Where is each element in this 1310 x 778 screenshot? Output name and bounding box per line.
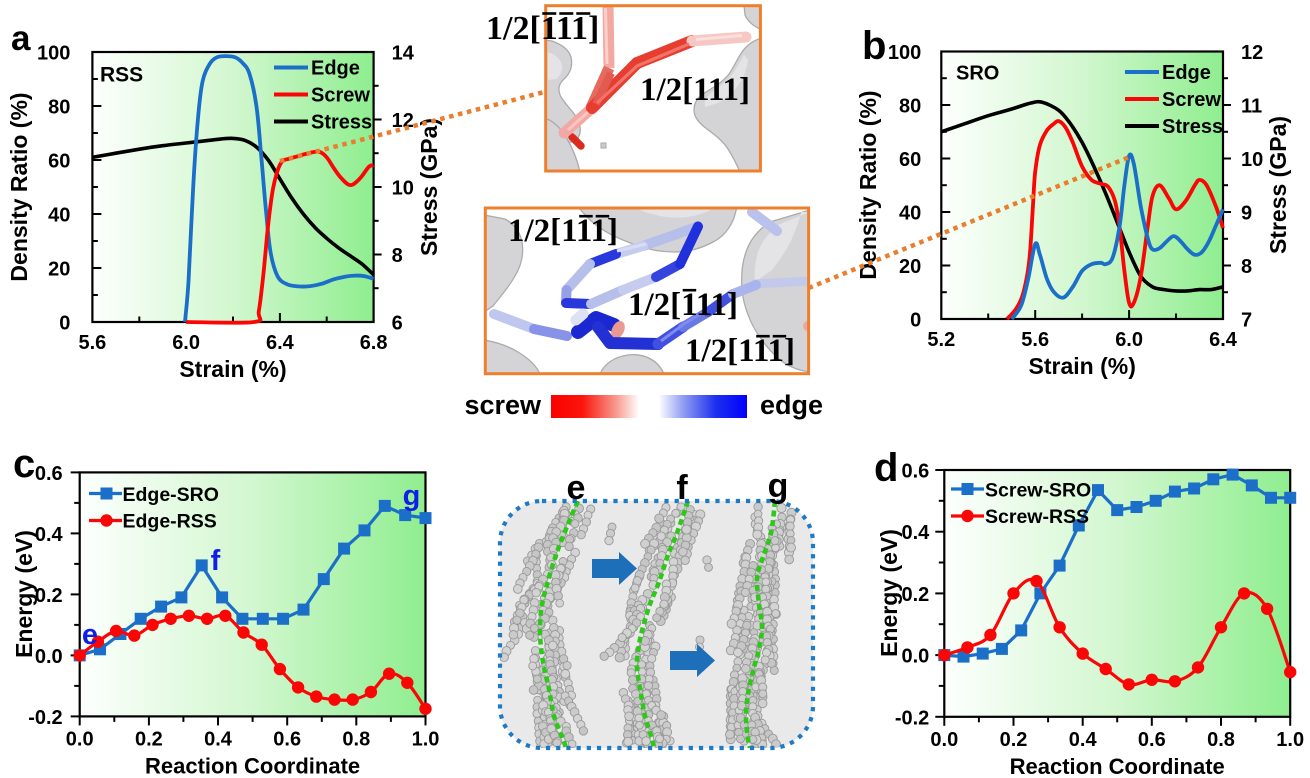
svg-text:a: a bbox=[11, 19, 31, 58]
svg-text:Density Ratio (%): Density Ratio (%) bbox=[6, 92, 32, 281]
svg-text:1/2[111]: 1/2[111] bbox=[486, 10, 599, 47]
svg-text:5.6: 5.6 bbox=[1021, 329, 1049, 351]
svg-text:12: 12 bbox=[392, 110, 414, 132]
svg-text:0.4: 0.4 bbox=[901, 522, 930, 544]
svg-text:0.8: 0.8 bbox=[342, 728, 370, 750]
svg-text:g: g bbox=[403, 480, 421, 512]
svg-text:6.0: 6.0 bbox=[172, 332, 200, 354]
svg-text:1/2[111]: 1/2[111] bbox=[628, 287, 738, 323]
svg-text:1/2[111]: 1/2[111] bbox=[640, 72, 750, 108]
svg-text:7: 7 bbox=[1241, 310, 1252, 332]
svg-text:Stress: Stress bbox=[1162, 116, 1223, 138]
svg-text:6.0: 6.0 bbox=[1115, 329, 1143, 351]
svg-text:8: 8 bbox=[1241, 256, 1252, 278]
svg-text:0.6: 0.6 bbox=[901, 461, 929, 483]
svg-text:8: 8 bbox=[392, 245, 403, 267]
svg-text:d: d bbox=[874, 446, 898, 490]
svg-text:g: g bbox=[768, 467, 789, 505]
svg-text:Stress (GPa): Stress (GPa) bbox=[416, 118, 442, 256]
svg-text:0.6: 0.6 bbox=[35, 463, 63, 485]
svg-text:e: e bbox=[567, 469, 586, 507]
svg-text:Strain (%): Strain (%) bbox=[179, 356, 286, 382]
svg-text:0.0: 0.0 bbox=[901, 646, 929, 668]
svg-text:20: 20 bbox=[899, 256, 921, 278]
svg-text:Strain (%): Strain (%) bbox=[1029, 353, 1136, 379]
svg-text:Screw-SRO: Screw-SRO bbox=[985, 479, 1091, 501]
svg-text:edge: edge bbox=[760, 390, 823, 420]
svg-text:100: 100 bbox=[888, 42, 921, 64]
svg-text:80: 80 bbox=[48, 97, 70, 119]
svg-text:c: c bbox=[13, 442, 35, 486]
svg-text:Screw: Screw bbox=[311, 85, 370, 107]
svg-text:80: 80 bbox=[899, 96, 921, 118]
svg-text:1.0: 1.0 bbox=[1276, 729, 1304, 751]
svg-text:6.8: 6.8 bbox=[360, 332, 388, 354]
svg-text:9: 9 bbox=[1241, 203, 1252, 225]
svg-text:Density Ratio (%): Density Ratio (%) bbox=[855, 90, 881, 279]
svg-text:6.4: 6.4 bbox=[266, 332, 295, 354]
svg-text:0.6: 0.6 bbox=[273, 728, 301, 750]
svg-text:6.4: 6.4 bbox=[1209, 329, 1238, 351]
svg-text:RSS: RSS bbox=[100, 64, 143, 87]
svg-text:0.2: 0.2 bbox=[1000, 729, 1028, 751]
svg-text:5.2: 5.2 bbox=[927, 329, 955, 351]
svg-text:Stress: Stress bbox=[311, 112, 372, 134]
svg-text:1/2[111]: 1/2[111] bbox=[685, 333, 795, 369]
svg-text:screw: screw bbox=[464, 390, 542, 420]
svg-text:0.0: 0.0 bbox=[35, 646, 63, 668]
svg-text:60: 60 bbox=[899, 149, 921, 171]
svg-text:Edge-RSS: Edge-RSS bbox=[123, 511, 217, 533]
svg-text:20: 20 bbox=[48, 259, 70, 281]
svg-text:0: 0 bbox=[59, 313, 70, 335]
svg-text:Energy (eV): Energy (eV) bbox=[876, 529, 902, 657]
svg-text:40: 40 bbox=[48, 205, 70, 227]
svg-text:Edge-SRO: Edge-SRO bbox=[123, 484, 219, 506]
svg-text:-0.2: -0.2 bbox=[895, 707, 929, 729]
svg-text:100: 100 bbox=[37, 43, 70, 65]
svg-text:f: f bbox=[211, 545, 221, 577]
svg-text:Edge: Edge bbox=[311, 58, 360, 80]
svg-text:0.6: 0.6 bbox=[1138, 729, 1166, 751]
svg-text:14: 14 bbox=[392, 43, 415, 65]
svg-text:0.8: 0.8 bbox=[1207, 729, 1235, 751]
svg-text:1/2[111]: 1/2[111] bbox=[508, 213, 618, 249]
svg-text:6: 6 bbox=[392, 313, 403, 335]
svg-text:Reaction Coordinate: Reaction Coordinate bbox=[1010, 754, 1225, 778]
svg-text:10: 10 bbox=[392, 178, 414, 200]
svg-text:e: e bbox=[82, 619, 98, 651]
svg-text:0.4: 0.4 bbox=[35, 524, 64, 546]
svg-text:Edge: Edge bbox=[1162, 62, 1211, 84]
svg-text:0.2: 0.2 bbox=[35, 585, 63, 607]
svg-text:-0.2: -0.2 bbox=[28, 707, 62, 729]
svg-text:0.2: 0.2 bbox=[135, 728, 163, 750]
svg-text:b: b bbox=[862, 24, 886, 68]
svg-text:Screw-RSS: Screw-RSS bbox=[985, 506, 1089, 528]
svg-text:0: 0 bbox=[910, 310, 921, 332]
svg-text:10: 10 bbox=[1241, 149, 1263, 171]
svg-text:5.6: 5.6 bbox=[78, 332, 106, 354]
svg-text:f: f bbox=[676, 469, 688, 507]
svg-text:11: 11 bbox=[1241, 96, 1262, 118]
svg-text:0.2: 0.2 bbox=[901, 584, 929, 606]
svg-text:1.0: 1.0 bbox=[412, 728, 440, 750]
svg-text:Stress (GPa): Stress (GPa) bbox=[1265, 116, 1291, 254]
svg-text:Screw: Screw bbox=[1162, 89, 1221, 111]
svg-text:60: 60 bbox=[48, 151, 70, 173]
svg-text:SRO: SRO bbox=[956, 63, 999, 85]
svg-text:0.4: 0.4 bbox=[204, 728, 233, 750]
svg-text:0.0: 0.0 bbox=[66, 728, 94, 750]
svg-text:0.4: 0.4 bbox=[1069, 729, 1098, 751]
svg-text:40: 40 bbox=[899, 203, 921, 225]
svg-text:Energy (eV): Energy (eV) bbox=[11, 530, 37, 658]
svg-text:Reaction Coordinate: Reaction Coordinate bbox=[145, 753, 360, 778]
svg-text:12: 12 bbox=[1241, 42, 1263, 64]
svg-text:0.0: 0.0 bbox=[930, 729, 958, 751]
